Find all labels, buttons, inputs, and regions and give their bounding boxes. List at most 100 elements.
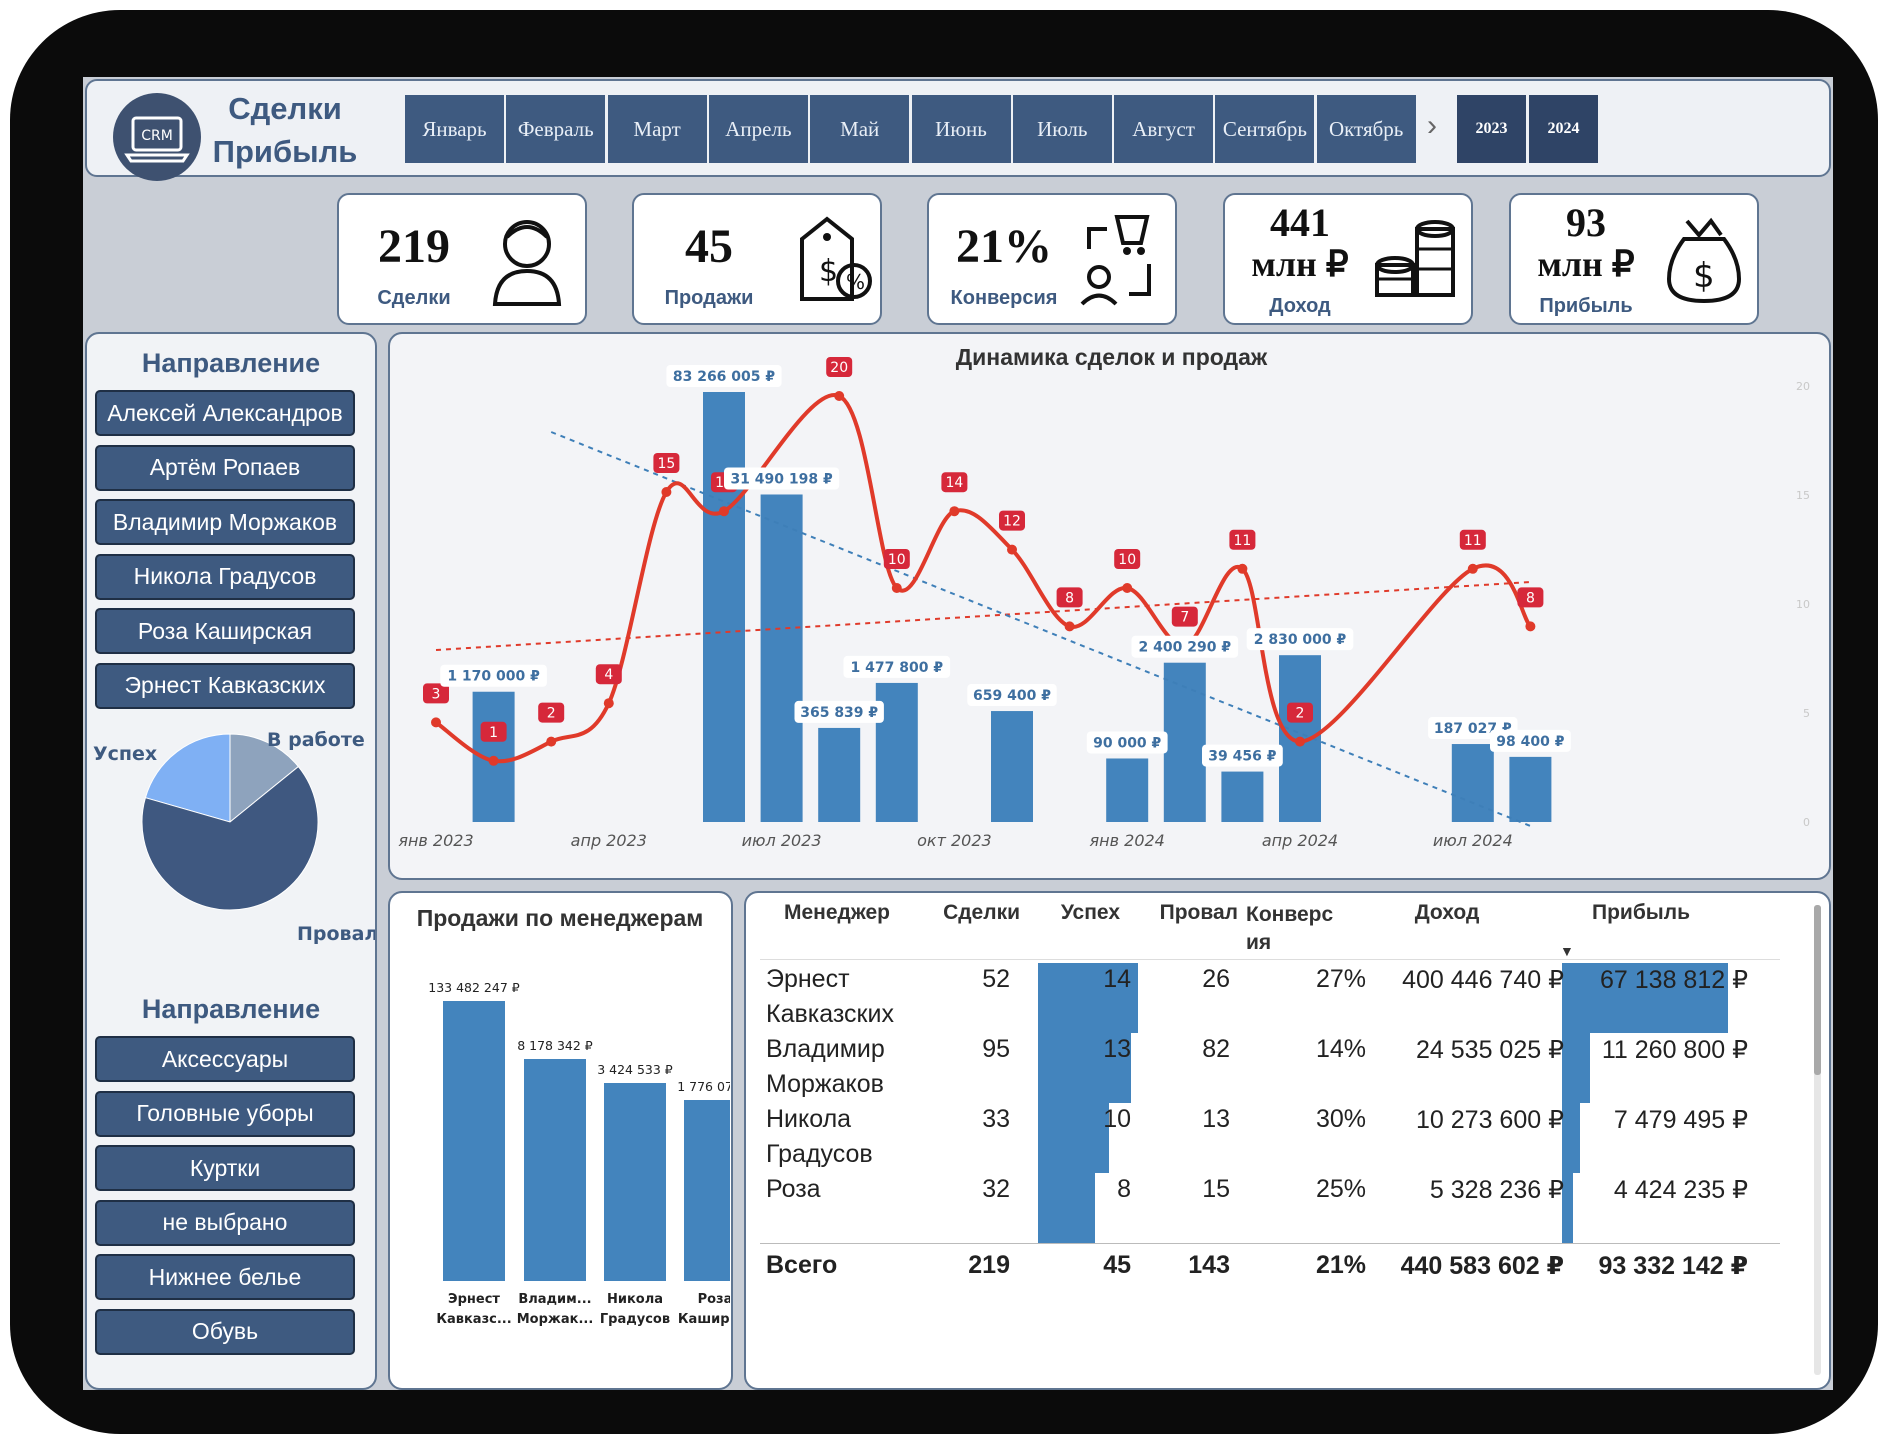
category-button-6[interactable]: Обувь [95,1308,355,1355]
dynamics-bar-8[interactable] [818,727,861,822]
bar-label-11: 659 400 ₽ [973,688,1051,704]
price-tag-icon: $% [800,216,872,301]
line-trend [435,581,1531,651]
success-databar-4 [1038,1173,1096,1243]
pie-slice-3[interactable] [141,765,319,911]
month-button-1[interactable]: Январь [405,95,504,163]
deals-point-16[interactable] [1295,736,1305,747]
month-button-3[interactable]: Март [607,95,707,163]
crm-logo-icon: CRM [113,93,201,181]
table-header-6[interactable]: Доход [1414,901,1480,924]
kpi-label: Доход [1269,295,1331,317]
manager-bar-4[interactable] [684,1100,730,1281]
dynamics-bar-20[interactable] [1509,756,1552,822]
dynamics-bar-11[interactable] [991,711,1033,822]
pie-slice-2[interactable] [229,733,300,824]
deals-point-9[interactable] [891,583,902,593]
table-row[interactable]: Эрнест Кавказских 52 14 26 27% 400 446 740 ₽ 67… [746,965,1806,1033]
year-button-2024[interactable]: 2024 [1529,95,1598,163]
month-button-9[interactable]: Сентябрь [1215,95,1315,163]
kpi-label: Прибыль [1539,295,1633,317]
month-button-8[interactable]: Август [1114,95,1214,163]
month-button-2[interactable]: Февраль [506,95,606,163]
deals-point-13[interactable] [1122,583,1133,593]
deals-point-19[interactable] [1467,563,1478,574]
category-button-2[interactable]: Головные уборы [95,1090,355,1137]
deals-point-15[interactable] [1237,563,1248,574]
kpi-value: 441 [1270,200,1330,245]
deals-point-8[interactable] [834,391,845,401]
table-row[interactable]: Владимир Моржаков 95 13 82 14% 24 535 025 ₽ 11 … [746,1035,1806,1103]
category-button-1[interactable]: Аксессуары [95,1036,355,1082]
x-tick-1: янв 2023 [398,831,473,850]
manager-button-2[interactable]: Артём Ропаев [95,444,355,491]
month-button-6[interactable]: Июнь [911,95,1011,163]
next-months-chevron-icon[interactable]: › [1427,109,1437,142]
month-button-4[interactable]: Апрель [708,95,808,163]
manager-button-1[interactable]: Алексей Александров [95,390,355,436]
cell-fail: 82 [1202,1035,1230,1063]
deals-point-4[interactable] [603,698,614,709]
dynamics-bar-13[interactable] [1106,758,1149,822]
dynamics-chart-panel: Динамика сделок и продаж 312415142010141… [388,332,1831,880]
deals-point-2[interactable] [488,755,499,766]
deals-label-1: 3 [432,686,441,702]
totals-divider [760,1243,1780,1244]
year-button-2023[interactable]: 2023 [1457,95,1526,163]
manager-button-3[interactable]: Владимир Моржаков [95,499,355,545]
category-button-5[interactable]: Нижнее белье [95,1254,355,1300]
bar-label-6: 83 266 005 ₽ [673,369,776,385]
dynamics-bar-19[interactable] [1451,744,1494,822]
dynamics-bar-14[interactable] [1163,662,1206,822]
table-header-3[interactable]: Успех [1060,901,1120,924]
table-scrollbar-thumb[interactable] [1814,905,1821,1075]
deals-label-bg-8 [826,357,853,377]
svg-text:$: $ [819,254,838,289]
month-button-5[interactable]: Май [810,95,910,163]
manager-bar-1[interactable] [443,1001,505,1281]
deals-point-20[interactable] [1525,621,1536,632]
deals-point-3[interactable] [546,736,557,747]
cart-exchange-icon [1080,215,1151,306]
deals-label-bg-2 [480,721,507,742]
bar-trend [550,431,1531,827]
manager-button-6[interactable]: Эрнест Кавказских [95,662,355,709]
cell-success: 10 [1103,1105,1131,1133]
table-row[interactable]: Роза 32 8 15 25% 5 328 236 ₽ 4 424 235 ₽ [746,1175,1806,1243]
manager-button-5[interactable]: Роза Каширская [95,608,355,654]
deals-label-bg-1 [423,683,449,704]
dynamics-bar-6[interactable] [703,392,745,822]
deals-point-10[interactable] [949,506,960,517]
bar-label-8: 365 839 ₽ [800,705,878,721]
deals-point-5[interactable] [661,487,672,497]
table-header-4[interactable]: Провал [1159,901,1238,924]
title-line-1: Сделки [228,91,342,126]
deals-point-6[interactable] [719,506,729,517]
cell-name2: Кавказских [766,1000,894,1028]
kpi-value: 45 [685,220,733,273]
month-button-7[interactable]: Июль [1012,95,1112,163]
table-row[interactable]: Никола Градусов 33 10 13 30% 10 273 600 ₽ 7 479… [746,1105,1806,1173]
manager-category-2-2: Моржак... [517,1312,594,1327]
table-header-1[interactable]: Менеджер [784,901,890,924]
pie-slice-1[interactable] [144,733,231,823]
deals-point-1[interactable] [431,717,441,728]
table-header-2[interactable]: Сделки [943,901,1020,924]
deals-point-12[interactable] [1064,621,1075,632]
dashboard-screen: CRM Сделки Прибыль Январь Февраль Март Апре… [83,77,1833,1390]
manager-bar-3[interactable] [604,1083,666,1281]
manager-button-4[interactable]: Никола Градусов [95,553,355,600]
table-scrollbar[interactable] [1814,905,1821,1375]
table-header-5[interactable]: Конверсия [1246,903,1334,954]
manager-bar-2[interactable] [524,1059,586,1281]
dynamics-bar-7[interactable] [760,494,803,822]
manager-category-2-1: Владим... [518,1292,591,1307]
category-button-4[interactable]: не выбрано [95,1199,355,1246]
kpi-label: Продажи [664,287,754,309]
month-button-10[interactable]: Октябрь [1316,95,1416,163]
sort-desc-icon[interactable]: ▼ [1560,943,1574,959]
dynamics-bar-15[interactable] [1221,771,1264,822]
category-button-3[interactable]: Куртки [95,1145,355,1191]
deals-point-11[interactable] [1007,544,1017,555]
table-header-7[interactable]: Прибыль [1592,901,1690,924]
